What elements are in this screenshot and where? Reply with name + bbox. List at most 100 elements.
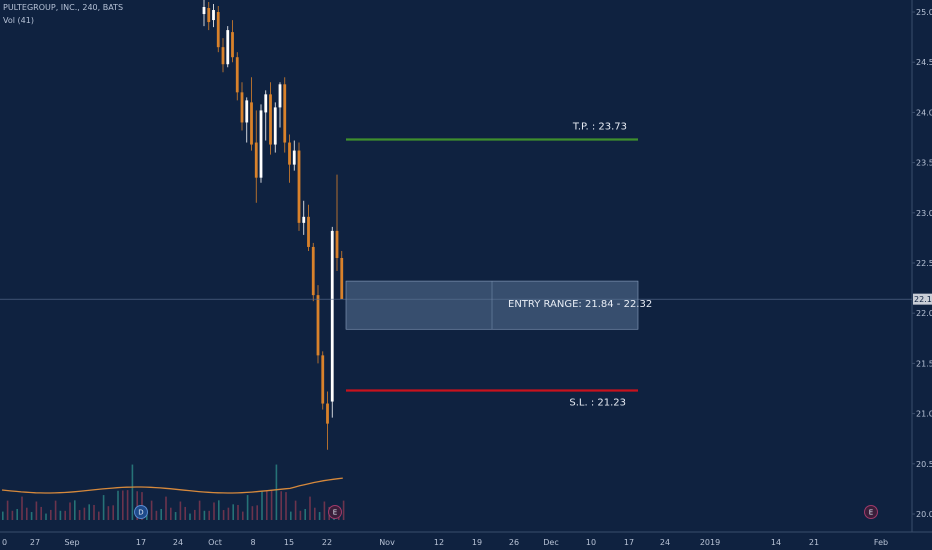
marker-circle <box>134 505 148 519</box>
time-tick-label: Sep <box>64 538 79 547</box>
candle-body <box>326 403 329 424</box>
candle <box>292 140 296 171</box>
volume-legend[interactable]: Vol (41) <box>3 16 34 25</box>
volume-bars <box>2 464 345 520</box>
time-tick-label: 14 <box>771 538 781 547</box>
volume-bar <box>323 501 326 520</box>
candle-body <box>330 230 334 402</box>
volume-bar <box>285 492 287 520</box>
candle <box>330 226 334 418</box>
candle-body <box>259 110 263 178</box>
candle-body <box>335 230 339 258</box>
time-axis-ticks: 0 27 Sep 17 24 Oct 8 15 22 Nov 12 19 26 Dec 10 17 24 2019… <box>2 538 888 547</box>
time-tick-label: 17 <box>624 538 634 547</box>
candle <box>245 97 249 143</box>
time-tick-label: Dec <box>543 538 558 547</box>
candle <box>340 250 344 300</box>
time-tick-label: Oct <box>208 538 222 547</box>
candle <box>212 4 215 28</box>
price-tick-label: 23.00 <box>916 209 932 218</box>
time-tick-label: 24 <box>660 538 670 547</box>
marker-label: E <box>869 509 873 517</box>
volume-bar <box>266 490 268 520</box>
price-tick-label: 20.50 <box>916 460 932 469</box>
last-price-value: 22.14 <box>914 295 932 304</box>
candle-body <box>264 94 268 113</box>
marker-label: D <box>138 509 143 517</box>
volume-bar <box>314 507 316 520</box>
time-tick-label: 19 <box>472 538 482 547</box>
earnings-marker: E <box>864 505 878 519</box>
volume-bar <box>261 490 263 520</box>
volume-bar <box>155 510 158 520</box>
stop-loss-label: S.L. : 21.23 <box>569 398 626 409</box>
candle <box>240 82 244 131</box>
price-tick-label: 25.00 <box>916 8 932 17</box>
volume-bar <box>242 511 244 520</box>
volume-bar <box>74 500 76 520</box>
candle-body <box>269 94 272 145</box>
candle-body <box>245 100 249 123</box>
price-tick-label: 21.00 <box>916 410 932 419</box>
candle-body <box>216 12 220 48</box>
volume-bar <box>256 505 258 520</box>
volume-bar <box>21 496 23 520</box>
time-tick-label: 21 <box>809 538 819 547</box>
candle-body <box>292 150 296 165</box>
candle <box>259 104 263 183</box>
volume-bar <box>150 500 153 520</box>
price-tick-label: 22.50 <box>916 259 932 268</box>
price-axis-ticks: 25.00 24.50 24.00 23.50 23.00 22.50 22.00 21.50… <box>912 8 932 519</box>
time-tick-label: 8 <box>250 538 255 547</box>
candle-body <box>283 84 287 143</box>
volume-bar <box>126 490 129 520</box>
candle-body <box>302 216 306 223</box>
volume-bar <box>309 496 311 520</box>
volume-bar <box>50 509 52 520</box>
candle <box>254 110 258 203</box>
volume-bar <box>136 491 138 520</box>
candle-body <box>231 32 234 58</box>
volume-bar <box>304 508 306 520</box>
volume-bar <box>251 506 254 520</box>
candle-body <box>307 216 310 247</box>
candle <box>269 82 272 155</box>
volume-bar <box>112 505 114 520</box>
volume-bar <box>189 513 191 520</box>
candle <box>226 26 230 68</box>
volume-bar <box>170 507 172 520</box>
time-tick-label: 2019 <box>700 538 720 547</box>
candle <box>216 6 220 53</box>
candle-body <box>311 246 315 296</box>
time-tick-label: Feb <box>874 538 888 547</box>
symbol-legend[interactable]: PULTEGROUP, INC., 240, BATS <box>3 3 124 12</box>
volume-bar <box>294 500 297 520</box>
volume-bar <box>6 500 9 520</box>
volume-bar <box>213 502 215 520</box>
volume-bar <box>232 504 234 520</box>
price-tick-label: 24.50 <box>916 58 932 67</box>
volume-bar <box>45 513 47 520</box>
candle <box>288 134 291 183</box>
candle <box>202 0 206 27</box>
time-tick-label: 17 <box>136 538 146 547</box>
candle <box>283 77 287 153</box>
candle-body <box>273 107 277 145</box>
volume-bar <box>93 504 95 520</box>
volume-bar <box>40 506 42 520</box>
volume-bar <box>299 510 302 520</box>
volume-bar <box>222 510 225 520</box>
volume-bar <box>2 511 4 520</box>
candle <box>311 242 315 302</box>
candle <box>278 82 282 128</box>
volume-bar <box>184 506 186 520</box>
volume-bar <box>165 496 167 520</box>
candle-body <box>235 57 239 93</box>
volume-bar <box>290 511 292 520</box>
time-tick-label: 22 <box>322 538 332 547</box>
time-tick-label: 10 <box>586 538 596 547</box>
volume-bar <box>227 507 230 520</box>
